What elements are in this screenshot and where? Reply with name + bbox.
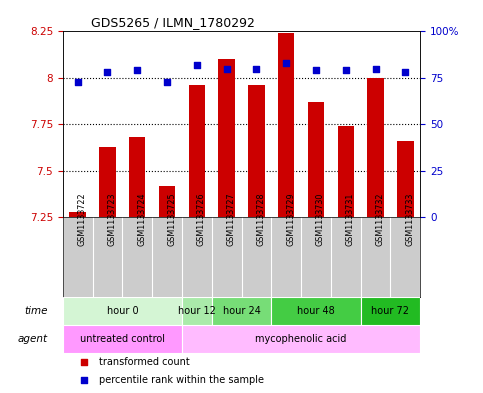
Text: time: time	[25, 306, 48, 316]
Bar	[63, 297, 182, 325]
Bar	[159, 185, 175, 217]
Text: mycophenolic acid: mycophenolic acid	[256, 334, 347, 343]
Text: GDS5265 / ILMN_1780292: GDS5265 / ILMN_1780292	[91, 16, 255, 29]
Text: hour 72: hour 72	[371, 306, 410, 316]
Text: hour 24: hour 24	[223, 306, 260, 316]
Text: percentile rank within the sample: percentile rank within the sample	[99, 375, 264, 385]
Bar	[212, 297, 271, 325]
Point	[433, 285, 440, 291]
Text: GSM1133729: GSM1133729	[286, 193, 295, 246]
Text: GSM1133727: GSM1133727	[227, 193, 236, 246]
Text: hour 48: hour 48	[297, 306, 335, 316]
Text: hour 0: hour 0	[107, 306, 138, 316]
Point	[282, 60, 290, 66]
Bar	[271, 297, 361, 325]
Point	[193, 62, 201, 68]
Bar	[129, 137, 145, 217]
Text: agent: agent	[18, 334, 48, 343]
Bar	[189, 85, 205, 217]
Bar	[248, 85, 265, 217]
Text: GSM1133733: GSM1133733	[405, 193, 414, 246]
Bar	[99, 147, 115, 217]
Text: GSM1133730: GSM1133730	[316, 193, 325, 246]
Point	[342, 67, 350, 73]
Bar	[397, 141, 413, 217]
Text: GSM1133728: GSM1133728	[256, 193, 265, 246]
Point	[312, 67, 320, 73]
Bar	[338, 126, 354, 217]
Point	[401, 69, 409, 75]
Bar	[308, 102, 324, 217]
Bar	[63, 325, 182, 353]
Text: GSM1133731: GSM1133731	[346, 193, 355, 246]
Point	[74, 79, 82, 85]
Point	[223, 66, 230, 72]
Text: untreated control: untreated control	[80, 334, 165, 343]
Bar	[218, 59, 235, 217]
Point	[104, 69, 112, 75]
Point	[253, 66, 260, 72]
Text: GSM1133726: GSM1133726	[197, 193, 206, 246]
Point	[133, 67, 141, 73]
Bar	[70, 212, 86, 217]
Bar	[361, 297, 420, 325]
Bar	[182, 325, 420, 353]
Text: transformed count: transformed count	[99, 357, 189, 367]
Point	[433, 119, 440, 125]
Text: GSM1133723: GSM1133723	[108, 193, 116, 246]
Text: GSM1133724: GSM1133724	[137, 193, 146, 246]
Bar	[368, 78, 384, 217]
Point	[163, 79, 171, 85]
Text: GSM1133722: GSM1133722	[78, 193, 86, 246]
Bar	[182, 297, 212, 325]
Text: GSM1133725: GSM1133725	[167, 193, 176, 246]
Text: GSM1133732: GSM1133732	[376, 193, 384, 246]
Point	[372, 66, 380, 72]
Text: hour 12: hour 12	[178, 306, 216, 316]
Bar	[278, 33, 294, 217]
